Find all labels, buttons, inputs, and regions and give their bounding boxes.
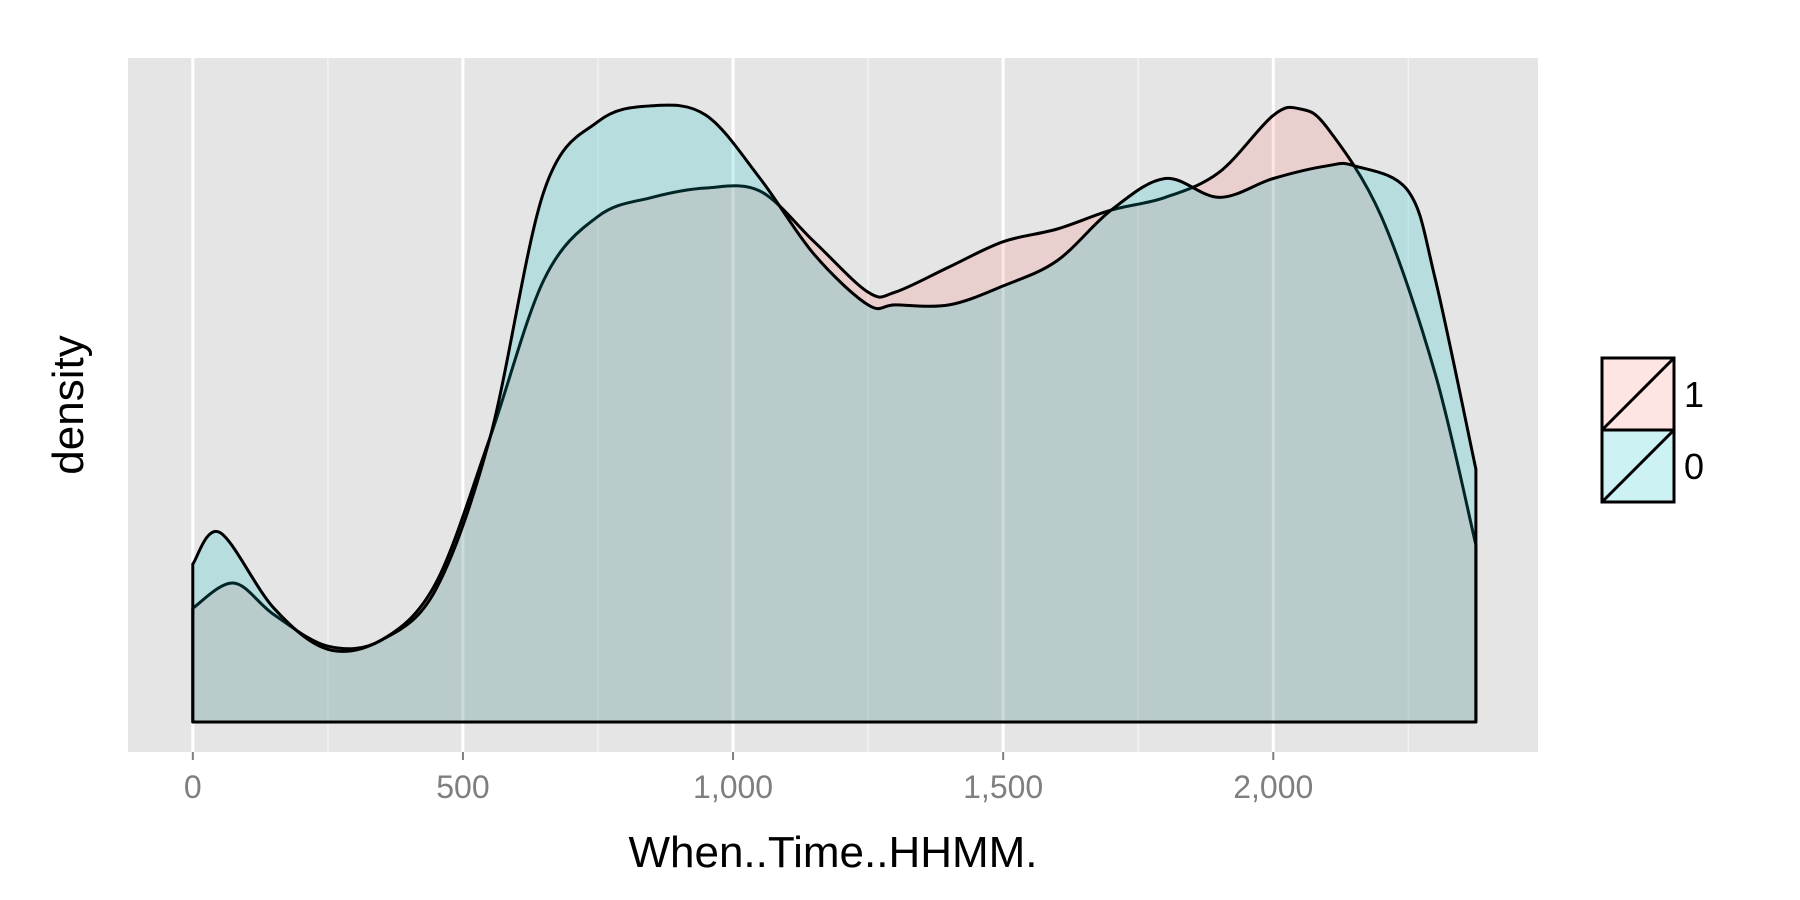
plot-panel <box>128 58 1538 752</box>
density-area-series-1 <box>191 105 1478 724</box>
density-area-series-0 <box>191 103 1478 724</box>
legend-key-slash <box>1600 428 1676 504</box>
x-tick-label: 500 <box>436 769 489 805</box>
minor-gridlines <box>327 58 1410 752</box>
legend-label-1: 1 <box>1684 374 1704 415</box>
x-tick-label: 0 <box>184 769 202 805</box>
x-axis: 0 500 1,000 1,500 2,000 <box>184 752 1313 805</box>
legend-key-slash <box>1600 356 1676 432</box>
density-series <box>191 103 1478 724</box>
x-tick-label: 2,000 <box>1233 769 1313 805</box>
legend-label-0: 0 <box>1684 446 1704 487</box>
y-axis-title: density <box>44 335 93 474</box>
x-axis-title: When..Time..HHMM. <box>628 828 1037 877</box>
legend: 10 <box>1600 356 1704 504</box>
x-tick-label: 1,000 <box>693 769 773 805</box>
x-tick-label: 1,500 <box>963 769 1043 805</box>
